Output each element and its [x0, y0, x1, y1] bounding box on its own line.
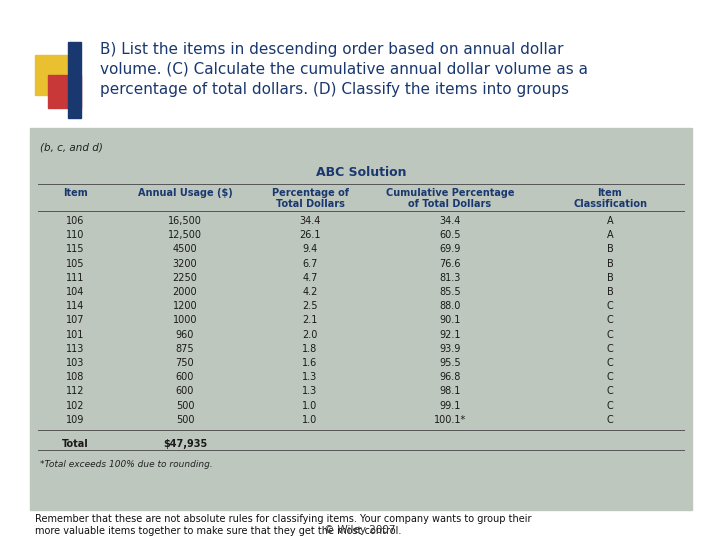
Bar	[35, 55, 75, 95]
Text: 88.0: 88.0	[439, 301, 461, 311]
Text: C: C	[607, 372, 613, 382]
Text: 90.1: 90.1	[439, 315, 461, 326]
Text: 103: 103	[66, 358, 84, 368]
Text: 2.0: 2.0	[302, 329, 318, 340]
Text: ABC Solution: ABC Solution	[316, 166, 406, 179]
Text: 600: 600	[176, 387, 194, 396]
Text: 96.8: 96.8	[439, 372, 461, 382]
Text: 98.1: 98.1	[439, 387, 461, 396]
Text: 750: 750	[176, 358, 194, 368]
Text: 4.2: 4.2	[302, 287, 318, 297]
Text: 500: 500	[176, 401, 194, 410]
Text: 69.9: 69.9	[439, 245, 461, 254]
Text: 81.3: 81.3	[439, 273, 461, 283]
Text: 112: 112	[66, 387, 84, 396]
Text: 960: 960	[176, 329, 194, 340]
Text: Classification: Classification	[573, 199, 647, 209]
Text: C: C	[607, 344, 613, 354]
Text: 1.3: 1.3	[302, 372, 318, 382]
Text: 108: 108	[66, 372, 84, 382]
Text: C: C	[607, 387, 613, 396]
Text: Remember that these are not absolute rules for classifying items. Your company w: Remember that these are not absolute rul…	[35, 514, 531, 524]
Text: C: C	[607, 415, 613, 425]
Text: 111: 111	[66, 273, 84, 283]
Bar	[30, 128, 692, 510]
Text: of Total Dollars: of Total Dollars	[408, 199, 492, 209]
Text: A: A	[607, 230, 613, 240]
Text: 12,500: 12,500	[168, 230, 202, 240]
Text: (b, c, and d): (b, c, and d)	[40, 142, 103, 152]
Text: *Total exceeds 100% due to rounding.: *Total exceeds 100% due to rounding.	[40, 460, 212, 469]
Text: 2.1: 2.1	[302, 315, 318, 326]
Text: $47,935: $47,935	[163, 439, 207, 449]
Text: 93.9: 93.9	[439, 344, 461, 354]
Text: 110: 110	[66, 230, 84, 240]
Text: 1.6: 1.6	[302, 358, 318, 368]
Text: 6.7: 6.7	[302, 259, 318, 268]
Bar	[68, 42, 81, 118]
Text: B) List the items in descending order based on annual dollar: B) List the items in descending order ba…	[100, 42, 564, 57]
Text: 105: 105	[66, 259, 84, 268]
Text: 95.5: 95.5	[439, 358, 461, 368]
Text: 113: 113	[66, 344, 84, 354]
Text: 4500: 4500	[173, 245, 197, 254]
Text: Annual Usage ($): Annual Usage ($)	[138, 188, 233, 198]
Text: 60.5: 60.5	[439, 230, 461, 240]
Text: 4.7: 4.7	[302, 273, 318, 283]
Text: Percentage of: Percentage of	[271, 188, 348, 198]
Text: 1200: 1200	[173, 301, 197, 311]
Text: Total Dollars: Total Dollars	[276, 199, 344, 209]
Text: C: C	[607, 358, 613, 368]
Text: 2250: 2250	[173, 273, 197, 283]
Text: A: A	[607, 216, 613, 226]
Text: 2.5: 2.5	[302, 301, 318, 311]
Text: B: B	[607, 245, 613, 254]
Text: percentage of total dollars. (D) Classify the items into groups: percentage of total dollars. (D) Classif…	[100, 82, 569, 97]
Text: more valuable items together to make sure that they get the most control.: more valuable items together to make sur…	[35, 526, 401, 536]
Text: 100.1*: 100.1*	[434, 415, 466, 425]
Text: 500: 500	[176, 415, 194, 425]
Text: 1.8: 1.8	[302, 344, 318, 354]
Text: C: C	[607, 329, 613, 340]
Text: 1000: 1000	[173, 315, 197, 326]
Text: 3200: 3200	[173, 259, 197, 268]
Text: C: C	[607, 301, 613, 311]
Text: 115: 115	[66, 245, 84, 254]
Text: C: C	[607, 401, 613, 410]
Text: 2000: 2000	[173, 287, 197, 297]
Text: 101: 101	[66, 329, 84, 340]
Text: B: B	[607, 259, 613, 268]
Text: Cumulative Percentage: Cumulative Percentage	[386, 188, 514, 198]
Text: B: B	[607, 273, 613, 283]
Text: volume. (C) Calculate the cumulative annual dollar volume as a: volume. (C) Calculate the cumulative ann…	[100, 62, 588, 77]
Text: 26.1: 26.1	[300, 230, 320, 240]
Text: 92.1: 92.1	[439, 329, 461, 340]
Text: 34.4: 34.4	[300, 216, 320, 226]
Text: 99.1: 99.1	[439, 401, 461, 410]
Text: B: B	[607, 287, 613, 297]
Text: 16,500: 16,500	[168, 216, 202, 226]
Text: 1.0: 1.0	[302, 401, 318, 410]
Text: 1.3: 1.3	[302, 387, 318, 396]
Text: 9.4: 9.4	[302, 245, 318, 254]
Text: © Wiley 2007: © Wiley 2007	[324, 525, 396, 535]
Text: 875: 875	[176, 344, 194, 354]
Text: 85.5: 85.5	[439, 287, 461, 297]
Text: Item: Item	[598, 188, 622, 198]
Bar	[48, 75, 81, 108]
Text: 107: 107	[66, 315, 84, 326]
Text: 76.6: 76.6	[439, 259, 461, 268]
Text: 1.0: 1.0	[302, 415, 318, 425]
Text: 114: 114	[66, 301, 84, 311]
Text: 34.4: 34.4	[439, 216, 461, 226]
Text: Item: Item	[63, 188, 87, 198]
Text: Total: Total	[62, 439, 89, 449]
Text: C: C	[607, 315, 613, 326]
Text: 106: 106	[66, 216, 84, 226]
Text: 104: 104	[66, 287, 84, 297]
Text: 109: 109	[66, 415, 84, 425]
Text: 102: 102	[66, 401, 84, 410]
Text: 600: 600	[176, 372, 194, 382]
